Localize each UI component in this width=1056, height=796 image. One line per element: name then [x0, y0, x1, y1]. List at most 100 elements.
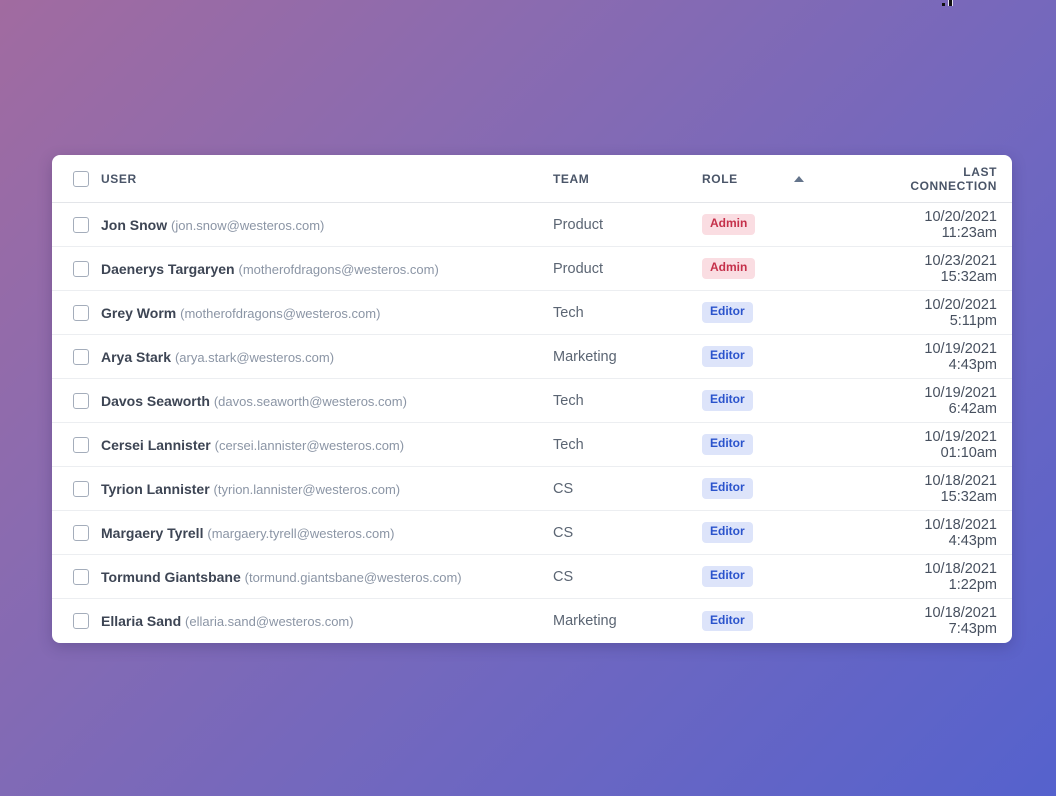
table-row[interactable]: Davos Seaworth (davos.seaworth@westeros.… — [52, 379, 1012, 423]
team-cell: Marketing — [553, 348, 617, 365]
column-header-last-connection[interactable]: LAST CONNECTION — [910, 164, 997, 193]
role-cell: Editor — [702, 302, 877, 323]
role-badge: Editor — [702, 610, 753, 632]
last-connection-cell: 10/23/2021 15:32am — [924, 252, 997, 285]
role-cell: Editor — [702, 434, 877, 455]
row-checkbox[interactable] — [73, 613, 89, 629]
role-badge: Editor — [702, 522, 753, 543]
checkbox-cell — [73, 216, 101, 233]
last-connection-cell: 10/18/2021 1:22pm — [924, 560, 997, 593]
table-row[interactable]: Ellaria Sand (ellaria.sand@westeros.com)… — [52, 599, 1012, 643]
last-connection-cell: 10/19/2021 6:42am — [924, 384, 997, 417]
last-connection-cell: 10/20/2021 5:11pm — [924, 296, 997, 329]
user-name: Ellaria Sand — [101, 613, 182, 629]
last-connection-cell: 10/19/2021 01:10am — [924, 428, 997, 461]
table-row[interactable]: Tormund Giantsbane (tormund.giantsbane@w… — [52, 555, 1012, 599]
user-name: Tormund Giantsbane — [101, 568, 241, 585]
table-row[interactable]: Daenerys Targaryen (motherofdragons@west… — [52, 247, 1012, 291]
checkbox-cell — [73, 436, 101, 453]
team-cell: Tech — [553, 392, 584, 409]
checkbox-cell — [73, 304, 101, 321]
column-header-user[interactable]: USER — [101, 171, 137, 186]
table-row[interactable]: Jon Snow (jon.snow@westeros.com) Product… — [52, 203, 1012, 247]
role-cell: Editor — [702, 610, 877, 632]
user-email: (arya.stark@westeros.com) — [174, 349, 335, 365]
role-badge: Editor — [702, 434, 753, 455]
user-cell: Davos Seaworth (davos.seaworth@westeros.… — [101, 393, 553, 409]
user-email: (ellaria.sand@westeros.com) — [185, 614, 354, 629]
user-email: (tyrion.lannister@westeros.com) — [213, 481, 401, 497]
table-row[interactable]: Arya Stark (arya.stark@westeros.com) Mar… — [52, 335, 1012, 379]
user-email: (jon.snow@westeros.com) — [171, 217, 325, 233]
table-row[interactable]: Margaery Tyrell (margaery.tyrell@westero… — [52, 511, 1012, 555]
checkbox-cell — [73, 260, 101, 277]
team-cell: CS — [553, 480, 574, 497]
user-name: Daenerys Targaryen — [101, 260, 235, 277]
team-cell: Product — [553, 260, 603, 277]
team-cell: CS — [553, 568, 574, 585]
role-badge: Editor — [702, 346, 753, 367]
row-checkbox[interactable] — [73, 392, 89, 409]
role-badge: Editor — [702, 390, 753, 411]
last-connection-cell: 10/18/2021 15:32am — [924, 472, 997, 505]
role-badge: Editor — [702, 478, 753, 499]
user-email: (margaery.tyrell@westeros.com) — [207, 525, 395, 541]
row-checkbox[interactable] — [73, 524, 89, 541]
role-cell: Editor — [702, 566, 877, 587]
role-badge: Editor — [702, 302, 753, 323]
user-cell: Grey Worm (motherofdragons@westeros.com) — [101, 305, 553, 321]
role-badge: Admin — [702, 214, 756, 235]
table-row[interactable]: Grey Worm (motherofdragons@westeros.com)… — [52, 291, 1012, 335]
table-row[interactable]: Tyrion Lannister (tyrion.lannister@weste… — [52, 467, 1012, 511]
last-connection-cell: 10/18/2021 4:43pm — [924, 516, 997, 549]
user-name: Cersei Lannister — [101, 436, 211, 453]
user-cell: Daenerys Targaryen (motherofdragons@west… — [101, 261, 553, 277]
user-cell: Cersei Lannister (cersei.lannister@weste… — [101, 437, 553, 453]
row-checkbox[interactable] — [73, 260, 89, 277]
row-checkbox[interactable] — [73, 304, 89, 321]
role-cell: Editor — [702, 522, 877, 543]
checkbox-cell — [73, 613, 101, 629]
role-cell: Admin — [702, 214, 877, 235]
checkbox-cell — [73, 568, 101, 585]
column-header-team[interactable]: TEAM — [553, 171, 590, 186]
user-email: (motherofdragons@westeros.com) — [238, 261, 439, 277]
user-cell: Ellaria Sand (ellaria.sand@westeros.com) — [101, 613, 553, 629]
team-cell: Marketing — [553, 613, 617, 629]
role-badge: Editor — [702, 566, 753, 587]
user-email: (cersei.lannister@westeros.com) — [214, 437, 405, 453]
last-connection-cell: 10/18/2021 7:43pm — [924, 605, 997, 637]
role-cell: Editor — [702, 346, 877, 367]
column-header-role[interactable]: ROLE — [702, 172, 877, 186]
table-row[interactable]: Cersei Lannister (cersei.lannister@weste… — [52, 423, 1012, 467]
team-cell: Tech — [553, 304, 584, 321]
users-table-card: USER TEAM ROLE LAST CONNECTION Jon Snow … — [52, 155, 1012, 643]
row-checkbox[interactable] — [73, 436, 89, 453]
row-checkbox[interactable] — [73, 568, 89, 585]
user-name: Jon Snow — [101, 216, 168, 233]
sort-ascending-icon[interactable] — [793, 175, 804, 182]
column-header-role-label: ROLE — [702, 171, 738, 186]
user-cell: Margaery Tyrell (margaery.tyrell@westero… — [101, 525, 553, 541]
select-all-checkbox[interactable] — [73, 170, 89, 187]
checkbox-cell — [73, 480, 101, 497]
user-name: Grey Worm — [101, 304, 177, 321]
user-email: (motherofdragons@westeros.com) — [180, 305, 381, 321]
row-checkbox[interactable] — [73, 480, 89, 497]
table-header-row: USER TEAM ROLE LAST CONNECTION — [52, 155, 1012, 203]
user-cell: Arya Stark (arya.stark@westeros.com) — [101, 349, 553, 365]
team-cell: Product — [553, 216, 603, 233]
user-name: Tyrion Lannister — [101, 480, 210, 497]
role-cell: Editor — [702, 478, 877, 499]
user-cell: Tyrion Lannister (tyrion.lannister@weste… — [101, 481, 553, 497]
user-name: Arya Stark — [101, 348, 172, 365]
table-body: Jon Snow (jon.snow@westeros.com) Product… — [52, 203, 1012, 643]
row-checkbox[interactable] — [73, 216, 89, 233]
user-cell: Tormund Giantsbane (tormund.giantsbane@w… — [101, 569, 553, 585]
checkbox-cell — [73, 524, 101, 541]
user-name: Davos Seaworth — [101, 392, 210, 409]
checkbox-cell — [73, 392, 101, 409]
team-cell: CS — [553, 524, 574, 541]
last-connection-cell: 10/19/2021 4:43pm — [924, 340, 997, 373]
row-checkbox[interactable] — [73, 348, 89, 365]
